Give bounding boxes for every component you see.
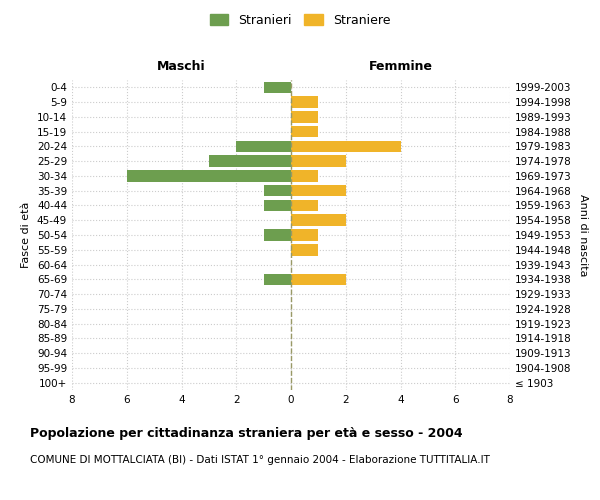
Bar: [291, 156, 346, 167]
Bar: [263, 185, 291, 196]
Bar: [263, 274, 291, 285]
Text: Maschi: Maschi: [157, 60, 206, 72]
Bar: [263, 200, 291, 211]
Bar: [291, 214, 346, 226]
Bar: [291, 96, 319, 108]
Bar: [209, 156, 291, 167]
Bar: [291, 126, 319, 138]
Text: Femmine: Femmine: [368, 60, 433, 72]
Text: Popolazione per cittadinanza straniera per età e sesso - 2004: Popolazione per cittadinanza straniera p…: [30, 428, 463, 440]
Y-axis label: Anni di nascita: Anni di nascita: [578, 194, 588, 276]
Bar: [291, 200, 319, 211]
Bar: [291, 274, 346, 285]
Bar: [263, 82, 291, 93]
Bar: [291, 140, 401, 152]
Y-axis label: Fasce di età: Fasce di età: [22, 202, 31, 268]
Text: COMUNE DI MOTTALCIATA (BI) - Dati ISTAT 1° gennaio 2004 - Elaborazione TUTTITALI: COMUNE DI MOTTALCIATA (BI) - Dati ISTAT …: [30, 455, 490, 465]
Bar: [291, 111, 319, 122]
Bar: [291, 185, 346, 196]
Bar: [127, 170, 291, 181]
Bar: [236, 140, 291, 152]
Bar: [291, 244, 319, 256]
Bar: [291, 170, 319, 181]
Legend: Stranieri, Straniere: Stranieri, Straniere: [205, 8, 395, 32]
Bar: [291, 229, 319, 241]
Bar: [263, 229, 291, 241]
